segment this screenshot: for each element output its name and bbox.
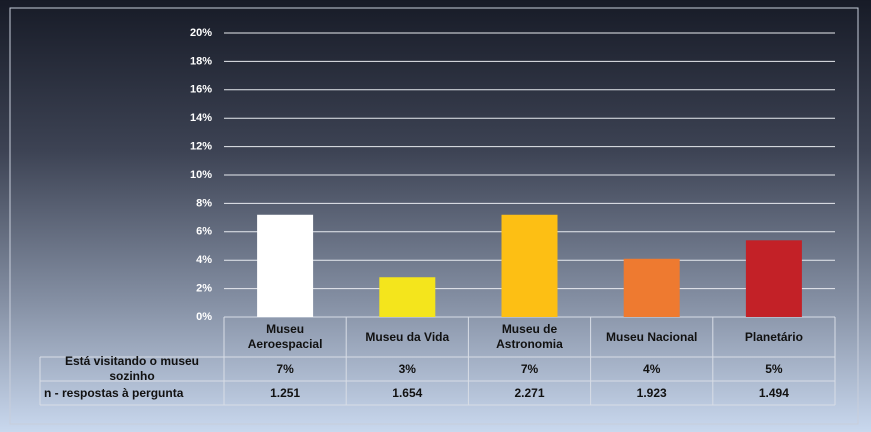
- n-label: 2.271: [514, 385, 545, 400]
- y-tick-label: 8%: [196, 197, 212, 209]
- bar: [501, 214, 558, 317]
- y-tick-label: 4%: [196, 254, 212, 266]
- row-label: Está visitando o museu sozinho: [64, 354, 200, 383]
- category-label: Museu Aeroespacial: [247, 322, 323, 351]
- category-label: Museu da Vida: [365, 329, 450, 344]
- n-label: 1.251: [270, 385, 301, 400]
- category-label: Museu Nacional: [606, 329, 698, 344]
- y-tick-label: 10%: [190, 169, 212, 181]
- y-tick-label: 12%: [190, 141, 212, 153]
- value-label: 7%: [520, 361, 539, 376]
- value-label: 4%: [643, 361, 661, 376]
- y-tick-label: 14%: [190, 112, 212, 124]
- bar: [745, 240, 802, 317]
- category-label: Museu de Astronomia: [496, 322, 563, 351]
- row-label: n - respostas à pergunta: [44, 385, 184, 400]
- y-tick-label: 2%: [196, 283, 212, 295]
- y-tick-label: 6%: [196, 226, 212, 238]
- category-label: Planetário: [744, 329, 803, 344]
- frame: [9, 7, 859, 425]
- y-tick-label: 16%: [190, 84, 212, 96]
- bar: [623, 258, 680, 317]
- y-tick-label: 20%: [190, 27, 212, 39]
- bar: [379, 277, 436, 317]
- bar: [257, 214, 314, 317]
- value-label: 5%: [765, 361, 783, 376]
- value-label: 7%: [276, 361, 294, 376]
- n-label: 1.654: [392, 385, 423, 400]
- y-tick-label: 0%: [196, 311, 212, 323]
- value-label: 3%: [398, 361, 416, 376]
- n-label: 1.494: [758, 385, 789, 400]
- n-label: 1.923: [636, 385, 667, 400]
- y-tick-label: 18%: [190, 55, 212, 67]
